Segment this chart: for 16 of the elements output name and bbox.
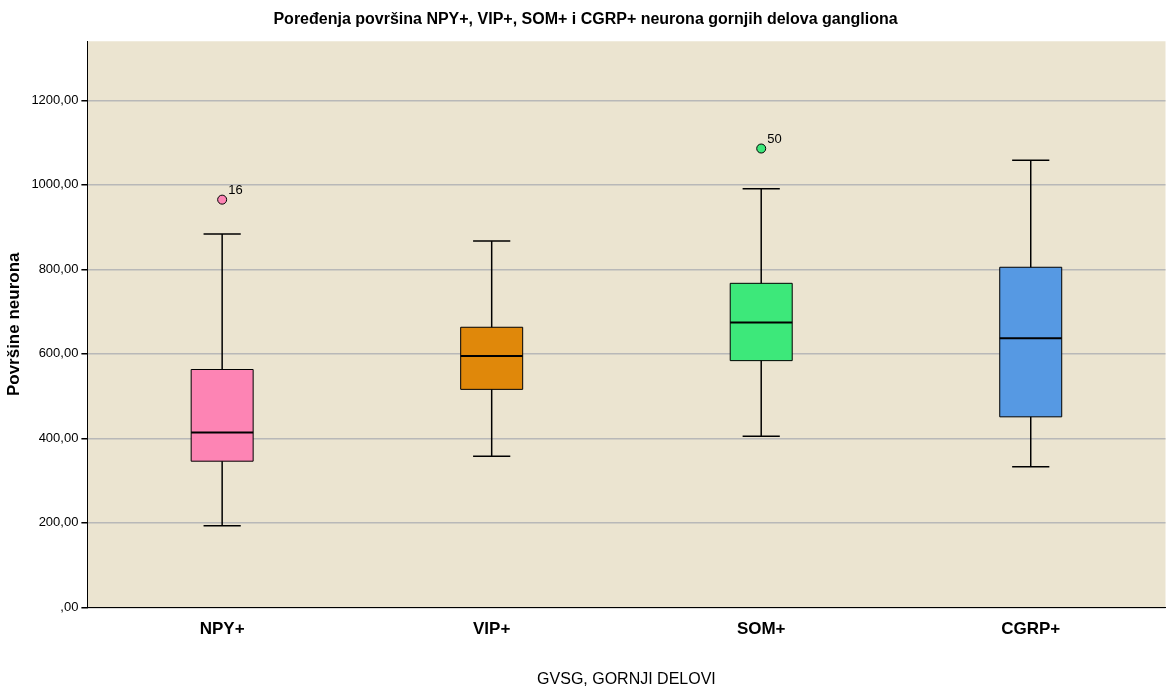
y-tick-label: 600,00 [38, 345, 79, 361]
chart-title: Poređenja površina NPY+, VIP+, SOM+ i CGRP+ neurona gornjih delova gangliona [273, 10, 898, 28]
y-tick-label: 1200,00 [31, 91, 79, 107]
y-tick-label: ,00 [60, 598, 79, 614]
y-tick-label: 200,00 [38, 514, 79, 530]
x-tick-label: SOM+ [736, 619, 786, 639]
y-tick-label: 800,00 [38, 260, 79, 276]
x-tick-label: NPY+ [199, 619, 245, 639]
y-tick-label: 1000,00 [31, 176, 79, 192]
x-axis-title: GVSG, GORNJI DELOVI [537, 669, 716, 687]
y-axis-title: Površine neurona [3, 251, 23, 397]
y-tick-label: 400,00 [38, 429, 79, 445]
annotation: 16 [228, 181, 243, 197]
annotation: 50 [767, 130, 782, 146]
x-tick-label: CGRP+ [1001, 619, 1061, 639]
x-tick-label: VIP+ [473, 619, 511, 639]
